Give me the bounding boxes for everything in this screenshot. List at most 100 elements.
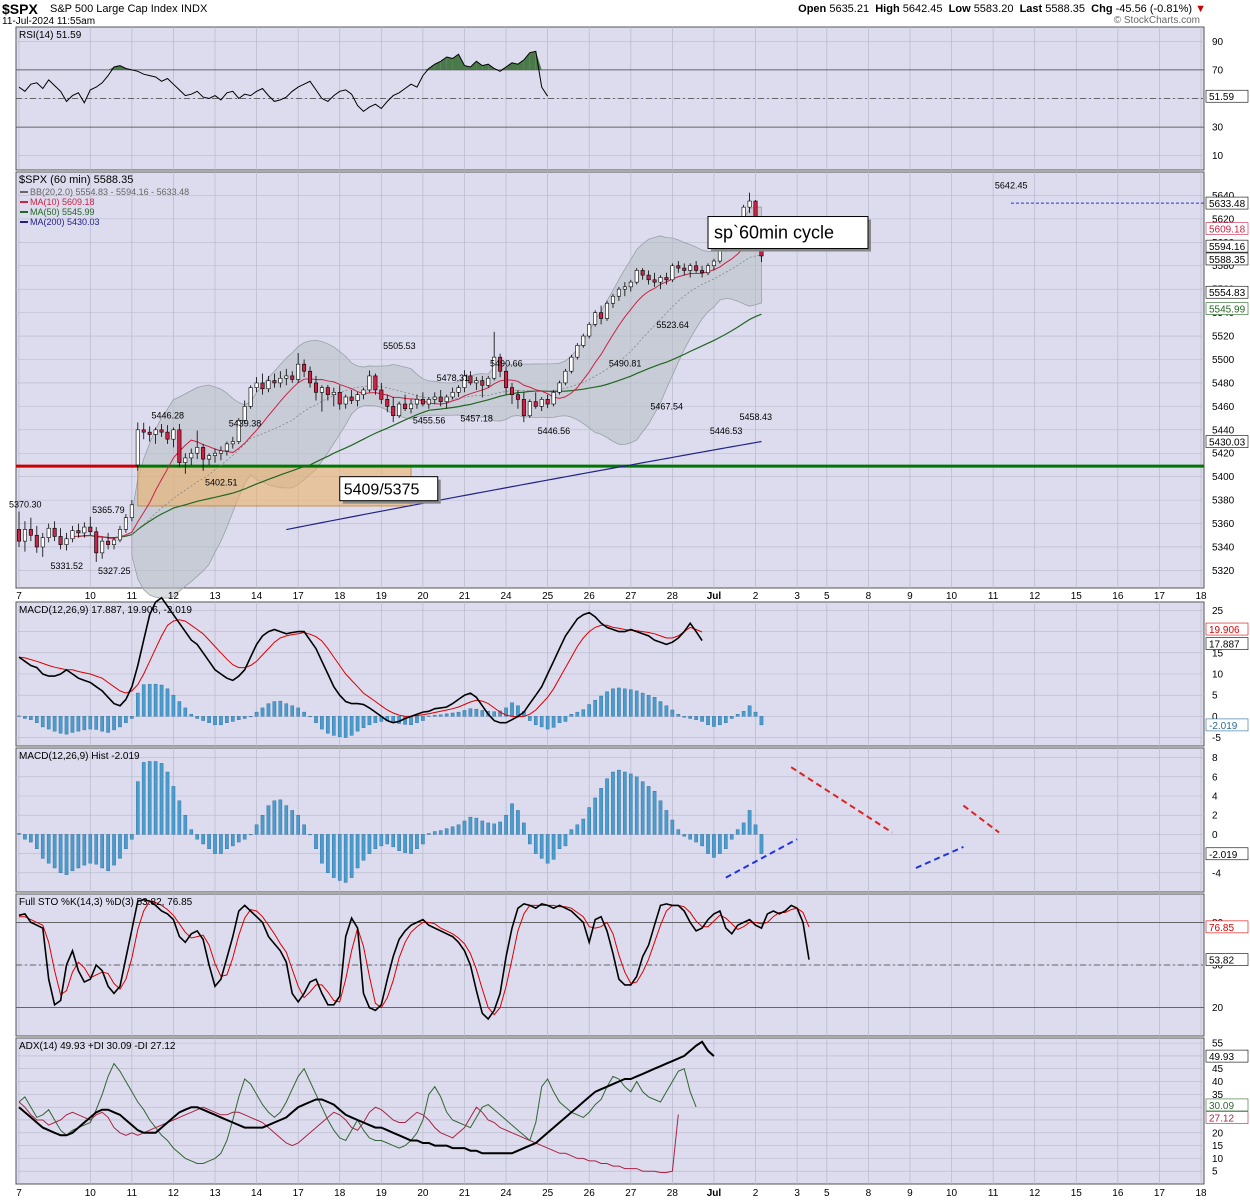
y-tick-label-price: 5420 (1212, 449, 1235, 460)
last-value-label-sto: 76.85 (1209, 923, 1234, 934)
candle (40, 532, 45, 557)
macd-hist-bar (219, 716, 223, 726)
hist-bar (373, 834, 378, 850)
hist-bar (421, 834, 425, 845)
candle (373, 373, 378, 395)
hist-bar (201, 834, 205, 845)
last-value-label-price: 5554.83 (1209, 288, 1246, 299)
candle-body (468, 375, 473, 384)
x-axis-label: Jul (707, 591, 722, 602)
macd-line (18, 596, 703, 724)
macd-hist-bar (617, 687, 621, 717)
candle-body (569, 356, 574, 372)
hist-bar (242, 834, 247, 840)
x-axis-label: 14 (251, 591, 263, 602)
y-tick-label-adx: 15 (1212, 1141, 1224, 1152)
y-tick-label-rsi: 10 (1212, 151, 1224, 162)
hist-bar (349, 834, 354, 878)
hist-bar (557, 834, 562, 850)
macd-hist-bar (58, 716, 63, 734)
candle (117, 525, 122, 543)
x-axis-label: 5 (824, 591, 830, 602)
last-value-box-hist (1205, 847, 1249, 861)
macd-hist-bar (688, 716, 692, 719)
macd-hist-bar (248, 716, 253, 718)
hist-bar (94, 834, 99, 865)
y-tick-label-macd: 25 (1212, 606, 1224, 617)
last-value-label-price: 5430.03 (1209, 437, 1246, 448)
x-axis-label: 26 (584, 1188, 596, 1199)
candle (640, 268, 645, 280)
candle-body (551, 392, 556, 405)
candle (343, 394, 348, 409)
candle (694, 261, 699, 273)
candle-body (106, 540, 111, 545)
candle-body (112, 539, 117, 545)
macd-hist-bar (35, 716, 39, 723)
candle-body (272, 380, 277, 384)
last-value-label-price: 5609.18 (1209, 225, 1246, 236)
last-value-label-hist: -2.019 (1209, 850, 1238, 861)
price-annotation: 5365.79 (92, 505, 125, 515)
x-axis-label: 10 (946, 591, 958, 602)
candle (658, 275, 663, 290)
hist-bar (456, 824, 461, 835)
candle-body (563, 370, 568, 384)
hist-bar (35, 834, 39, 850)
candle (355, 392, 360, 407)
rsi-overbought-fill (517, 59, 524, 70)
candle-body (40, 537, 45, 548)
candle (397, 401, 402, 419)
x-axis-label: 19 (376, 591, 388, 602)
macd-hist-bar (640, 692, 645, 717)
candle (64, 532, 69, 551)
candle (593, 310, 598, 327)
hist-bar (183, 815, 188, 835)
y-tick-label-adx: 10 (1212, 1154, 1224, 1165)
hist-bar (450, 826, 455, 835)
candle (177, 423, 182, 468)
x-axis-label: 2 (753, 1188, 759, 1199)
x-axis-label: 28 (667, 591, 679, 602)
y-tick-label-price: 5620 (1212, 214, 1235, 225)
hist-bar (545, 834, 550, 864)
macd-hist-bar (76, 716, 81, 732)
candle (420, 392, 425, 407)
candle-body (521, 399, 526, 417)
price-annotation: 5327.25 (98, 566, 131, 576)
hist-bar (504, 815, 508, 835)
candle (296, 353, 301, 383)
hist-bar (664, 810, 669, 835)
macd-hist-bar (587, 704, 592, 717)
candle (403, 394, 408, 412)
candle (474, 377, 479, 390)
y-tick-label-sto: 50 (1212, 961, 1224, 972)
rsi-overbought-fill (452, 54, 459, 70)
candle (682, 263, 687, 276)
hist-bar (248, 834, 253, 836)
x-axis-label: 2 (753, 591, 759, 602)
candle (254, 377, 259, 393)
hist-bar (379, 834, 384, 847)
hist-bar (231, 834, 235, 847)
x-axis-label: 16 (1112, 1188, 1124, 1199)
x-axis-label: 10 (946, 1188, 958, 1199)
candle (213, 448, 218, 463)
last-value-box-adx (1205, 1111, 1249, 1124)
hist-bar (468, 816, 473, 835)
candle-body (153, 429, 158, 435)
x-axis-label: 13 (209, 591, 221, 602)
candle-body (605, 302, 610, 319)
macd-hist-bar (498, 710, 502, 717)
hist-bar (498, 821, 502, 835)
macd-hist-bar (284, 703, 289, 717)
candle-body (213, 452, 218, 456)
y-tick-label-macd: 15 (1212, 648, 1224, 659)
candle-body (16, 529, 21, 542)
candle-body (123, 517, 128, 530)
hist-bar (118, 834, 122, 859)
candle-body (367, 375, 372, 391)
price-annotation: 5331.52 (51, 561, 84, 571)
macd-hist-bar (747, 705, 752, 717)
candle (581, 333, 586, 348)
